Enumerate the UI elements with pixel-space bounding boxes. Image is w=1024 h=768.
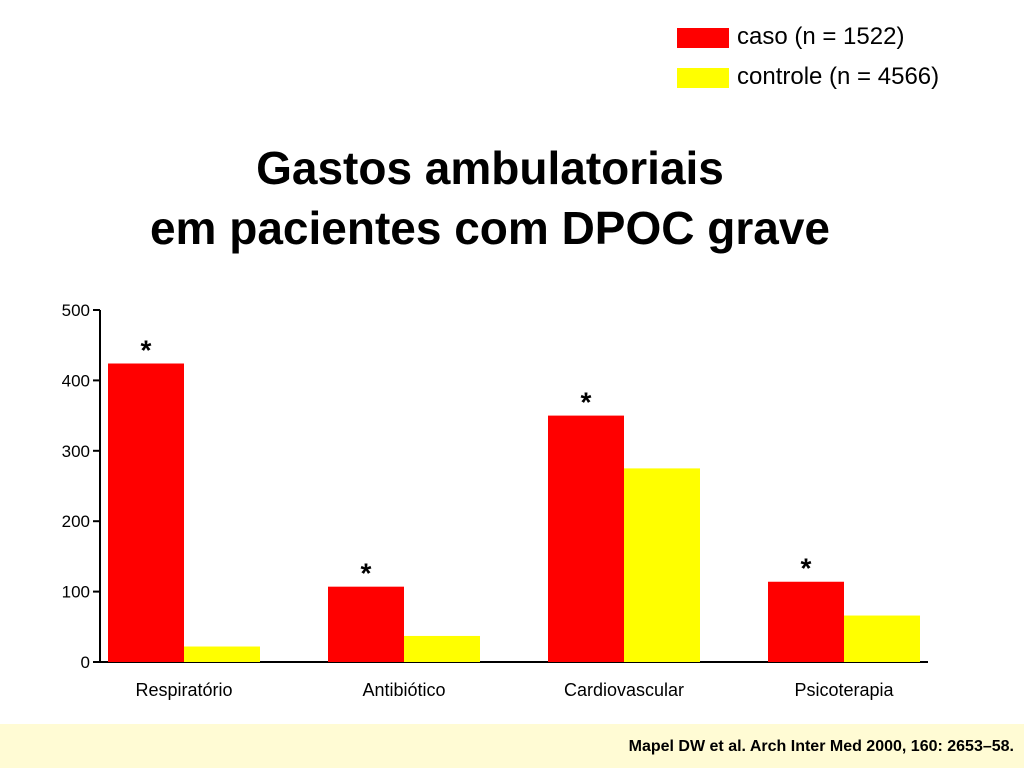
y-tick-label: 500 (62, 301, 90, 320)
bar-caso (768, 581, 844, 662)
bar-chart: 0 100 200 300 400 500 Respiratório Antibiótico C… (62, 301, 928, 700)
chart-title-line-2: em pacientes com DPOC grave (149, 202, 831, 254)
significance-asterisk: * (361, 558, 372, 589)
significance-asterisk: * (581, 387, 592, 418)
citation-footer: Mapel DW et al. Arch Inter Med 2000, 160… (0, 724, 1024, 768)
significance-asterisk: * (801, 553, 812, 584)
chart-title: Gastos ambulatoriais em pacientes com DP… (0, 138, 980, 258)
x-tick-label: Respiratório (135, 680, 232, 700)
x-tick-label: Antibiótico (362, 680, 445, 700)
y-tick-label: 100 (62, 583, 90, 602)
significance-asterisk: * (141, 335, 152, 366)
legend-label-caso: caso (n = 1522) (737, 23, 905, 50)
bar-caso (548, 415, 624, 662)
y-tick-label: 200 (62, 512, 90, 531)
bar-controle (844, 615, 920, 662)
bar-controle (624, 468, 700, 662)
bar-controle (404, 635, 480, 662)
x-tick-label: Cardiovascular (564, 680, 684, 700)
legend-swatch-controle (677, 68, 729, 88)
legend-swatch-caso (677, 28, 729, 48)
x-tick-label: Psicoterapia (794, 680, 894, 700)
bar-caso (328, 586, 404, 662)
bar-controle (184, 646, 260, 662)
y-tick-label: 300 (62, 442, 90, 461)
chart-title-line-1: Gastos ambulatoriais (256, 142, 724, 194)
y-tick-label: 0 (81, 653, 90, 672)
legend-label-controle: controle (n = 4566) (737, 63, 940, 90)
y-tick-label: 400 (62, 371, 90, 390)
citation-text: Mapel DW et al. Arch Inter Med 2000, 160… (628, 738, 1014, 755)
bar-caso (108, 363, 184, 662)
